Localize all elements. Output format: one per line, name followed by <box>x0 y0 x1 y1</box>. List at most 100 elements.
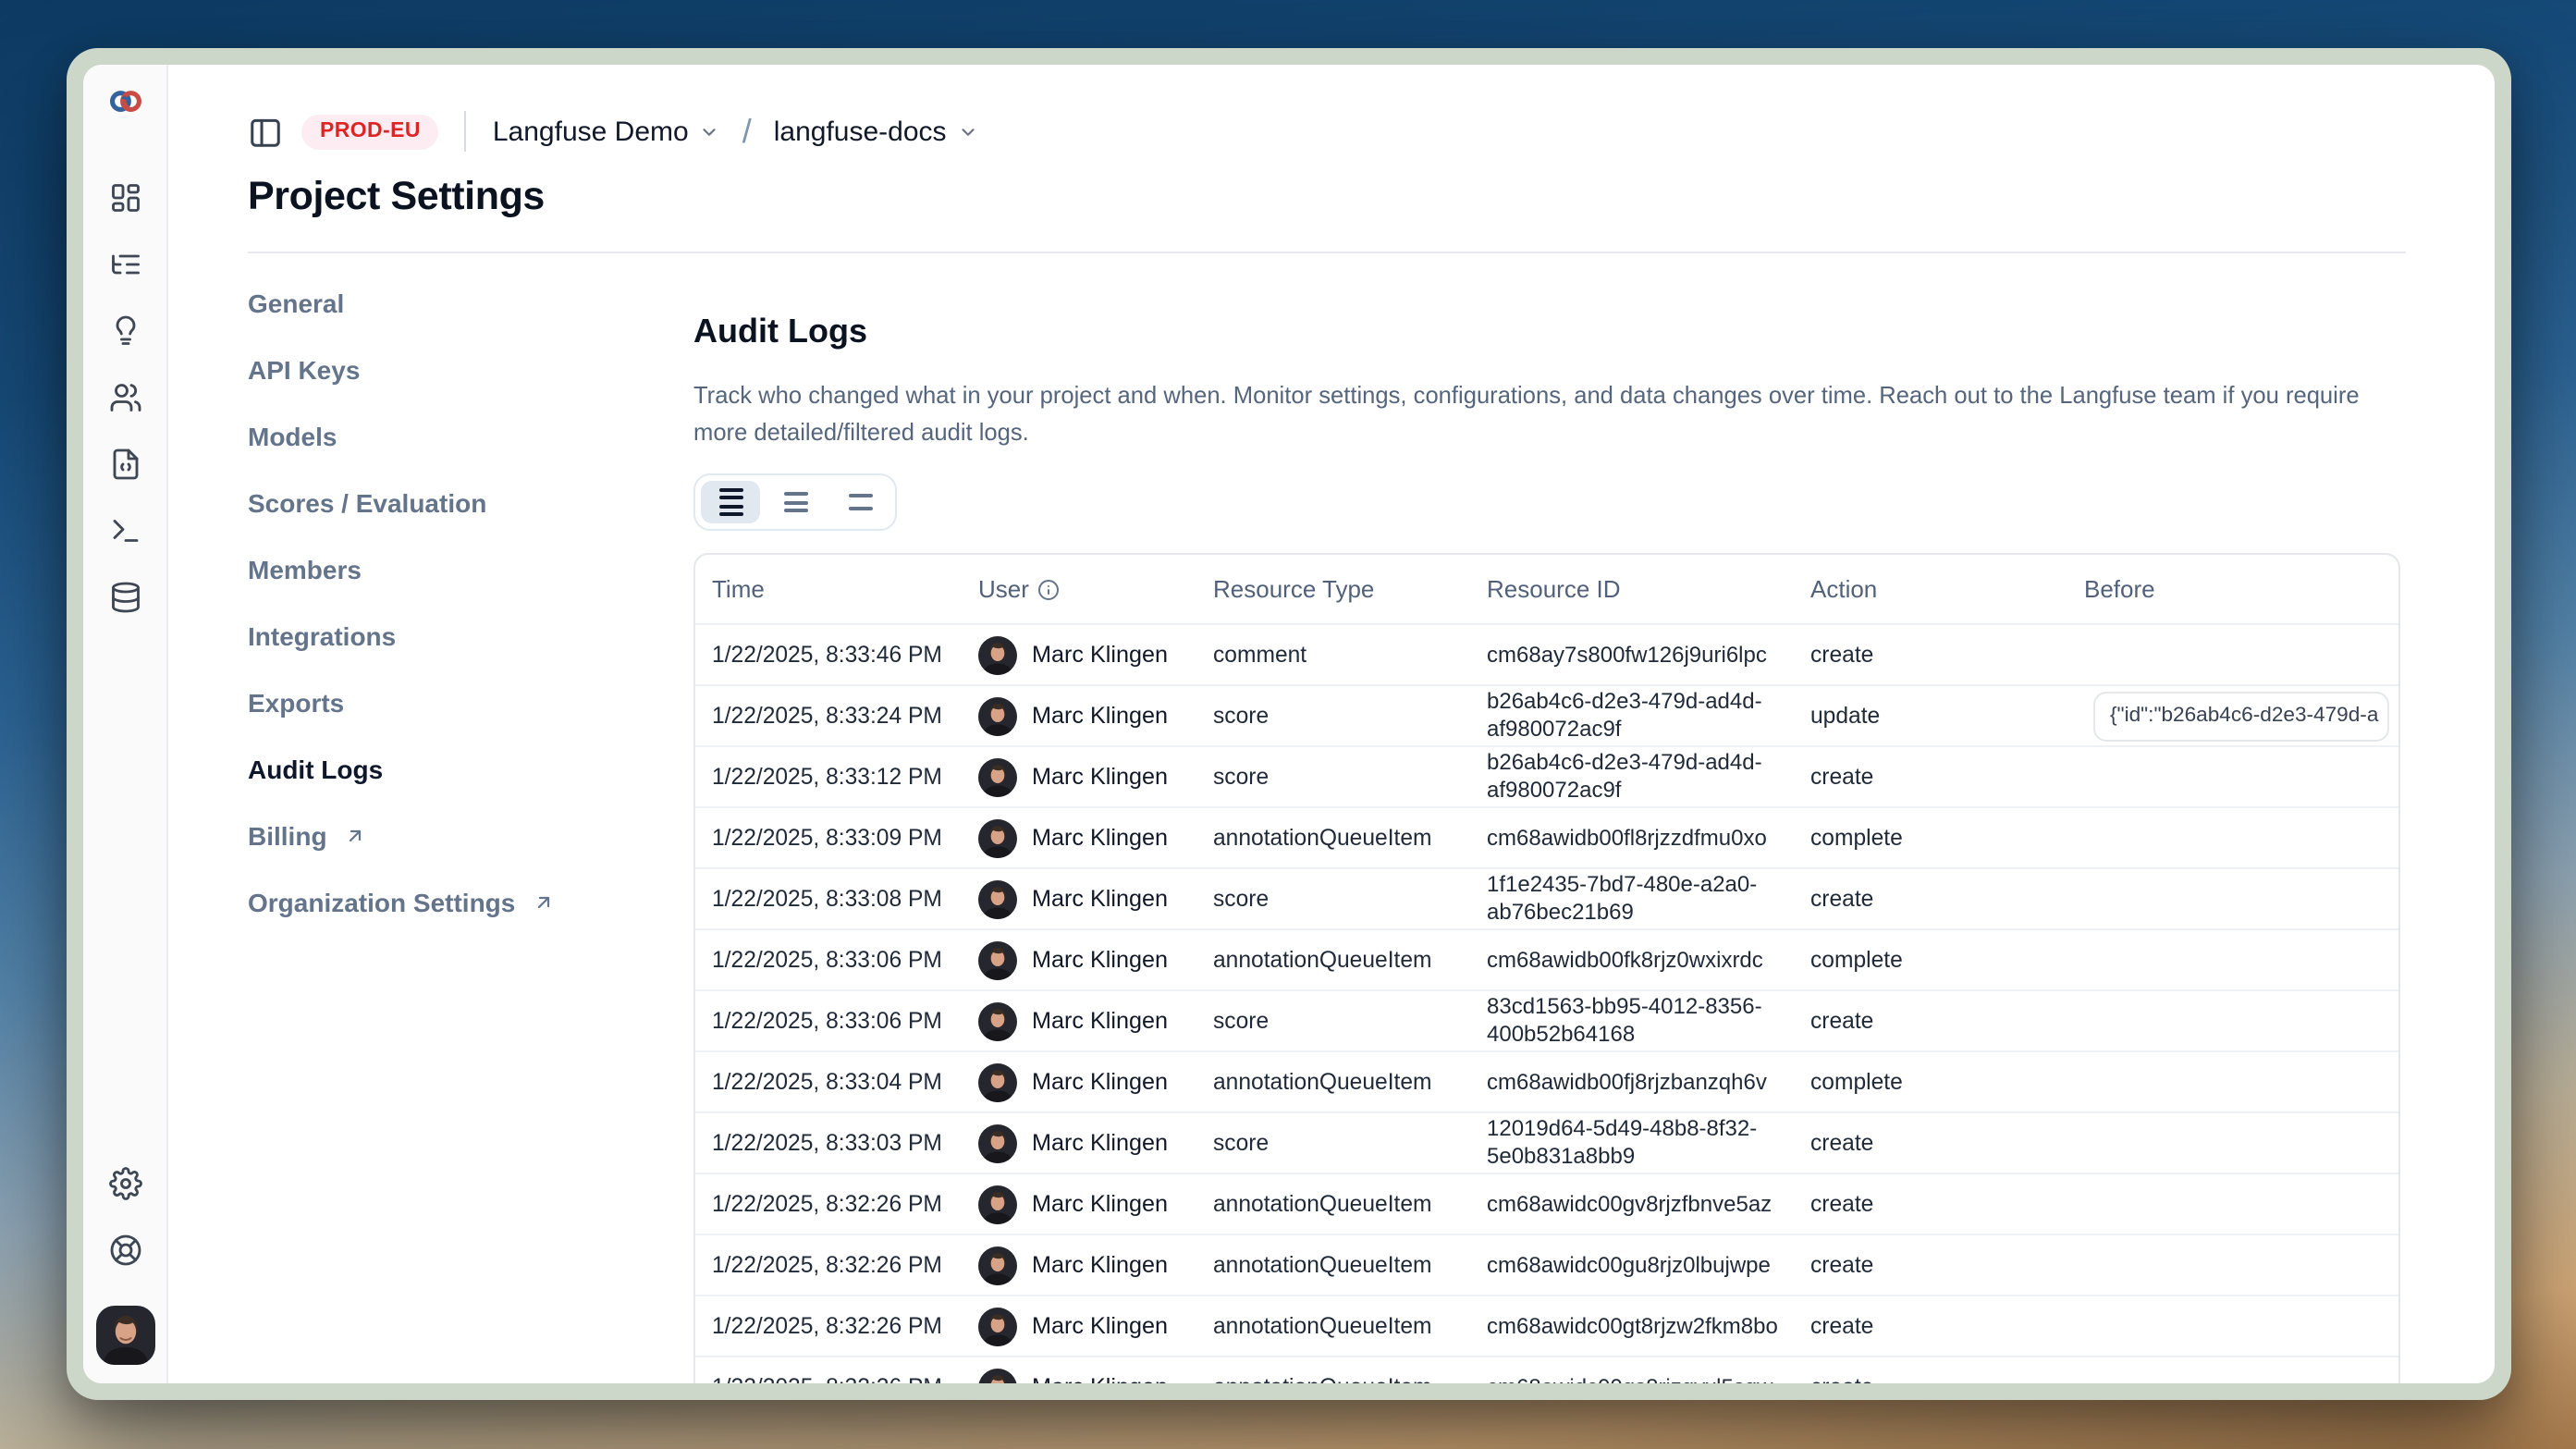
breadcrumb: PROD-EU Langfuse Demo / langfuse-docs <box>248 109 2406 153</box>
cell-action: create <box>1810 1008 1874 1034</box>
cell-user: Marc Klingen <box>962 686 1196 745</box>
cell-time: 1/22/2025, 8:32:26 PM <box>712 1313 942 1339</box>
row-line <box>848 506 872 510</box>
toggle-sidebar-icon[interactable] <box>248 114 283 149</box>
nav-item-billing[interactable]: Billing <box>248 803 693 869</box>
row-height-dense-button[interactable] <box>701 481 760 523</box>
cell-before <box>2067 1174 2398 1234</box>
nav-item-label: Scores / Evaluation <box>248 488 487 518</box>
nav-item-general[interactable]: General <box>248 270 693 337</box>
database-icon[interactable] <box>108 581 141 614</box>
cell-before <box>2067 1357 2398 1383</box>
cell-resource-type: score <box>1213 886 1270 912</box>
table-row[interactable]: 1/22/2025, 8:32:26 PM Marc Klingen annotat… <box>695 1173 2398 1234</box>
user-name: Marc Klingen <box>1032 886 1168 912</box>
cell-time: 1/22/2025, 8:33:06 PM <box>712 1008 942 1034</box>
table-row[interactable]: 1/22/2025, 8:33:24 PM Marc Klingen score b2… <box>695 684 2398 745</box>
cell-action: complete <box>1810 1069 1903 1095</box>
cell-resource-type: score <box>1213 1008 1270 1034</box>
table-row[interactable]: 1/22/2025, 8:33:06 PM Marc Klingen annotat… <box>695 928 2398 989</box>
row-line <box>718 496 742 500</box>
nav-item-scores-evaluation[interactable]: Scores / Evaluation <box>248 470 693 536</box>
table-row[interactable]: 1/22/2025, 8:33:46 PM Marc Klingen comment… <box>695 623 2398 684</box>
cell-before <box>2067 747 2398 806</box>
cell-resource-type: annotationQueueItem <box>1213 1252 1432 1278</box>
user-name: Marc Klingen <box>1032 1130 1168 1156</box>
info-icon[interactable] <box>1038 578 1061 600</box>
cell-resource-id: cm68awidb00fk8rjz0wxixrdc <box>1470 930 1794 989</box>
cell-before <box>2067 991 2398 1050</box>
row-line <box>848 494 872 498</box>
cell-user: Marc Klingen <box>962 1296 1196 1356</box>
user-avatar[interactable] <box>95 1306 154 1365</box>
cell-user: Marc Klingen <box>962 1113 1196 1173</box>
cell-time: 1/22/2025, 8:33:46 PM <box>712 642 942 668</box>
column-header-action: Action <box>1794 575 2067 603</box>
dashboard-icon[interactable] <box>108 181 141 215</box>
org-switcher[interactable]: Langfuse Demo <box>493 116 720 147</box>
cell-time: 1/22/2025, 8:33:04 PM <box>712 1069 942 1095</box>
row-line <box>718 488 742 493</box>
row-height-medium-button[interactable] <box>766 481 825 523</box>
cell-time: 1/22/2025, 8:33:06 PM <box>712 947 942 973</box>
table-row[interactable]: 1/22/2025, 8:33:08 PM Marc Klingen score 1f… <box>695 867 2398 928</box>
before-json-preview[interactable]: {"id":"b26ab4c6-d2e3-479d-a <box>2093 691 2389 741</box>
nav-item-organization-settings[interactable]: Organization Settings <box>248 869 693 936</box>
cell-time: 1/22/2025, 8:33:09 PM <box>712 825 942 851</box>
table-row[interactable]: 1/22/2025, 8:33:06 PM Marc Klingen score 83… <box>695 989 2398 1050</box>
nav-item-models[interactable]: Models <box>248 403 693 470</box>
resource-id-text: 12019d64-5d49-48b8-8f32-5e0b831a8bb9 <box>1487 1115 1758 1169</box>
user-avatar <box>978 696 1017 735</box>
table-row[interactable]: 1/22/2025, 8:32:26 PM Marc Klingen annotat… <box>695 1356 2398 1383</box>
nav-item-label: General <box>248 289 345 318</box>
settings-nav: General API Keys Models Scores / Evaluation… <box>248 253 693 1383</box>
cell-user: Marc Klingen <box>962 747 1196 806</box>
header-divider <box>248 252 2406 253</box>
nav-item-integrations[interactable]: Integrations <box>248 603 693 669</box>
cell-resource-type: annotationQueueItem <box>1213 947 1432 973</box>
user-name: Marc Klingen <box>1032 642 1168 668</box>
settings-gear-icon[interactable] <box>108 1167 141 1200</box>
column-header-resource-type: Resource Type <box>1196 575 1470 603</box>
row-height-tall-button[interactable] <box>830 481 889 523</box>
cell-user: Marc Klingen <box>962 1052 1196 1111</box>
tracing-tree-icon[interactable] <box>108 248 141 281</box>
cell-resource-type: annotationQueueItem <box>1213 1191 1432 1217</box>
cell-resource-type: annotationQueueItem <box>1213 825 1432 851</box>
cell-before <box>2067 1296 2398 1356</box>
resource-id-text: cm68awidc00gu8rjz0lbujwpe <box>1487 1251 1771 1277</box>
terminal-icon[interactable] <box>108 514 141 547</box>
langfuse-logo-icon[interactable] <box>106 87 143 117</box>
table-body: 1/22/2025, 8:33:46 PM Marc Klingen comment… <box>695 623 2398 1383</box>
table-row[interactable]: 1/22/2025, 8:32:26 PM Marc Klingen annotat… <box>695 1234 2398 1295</box>
column-label: Action <box>1810 575 1878 603</box>
table-row[interactable]: 1/22/2025, 8:33:03 PM Marc Klingen score 12… <box>695 1111 2398 1173</box>
nav-item-members[interactable]: Members <box>248 536 693 603</box>
user-avatar <box>978 757 1017 796</box>
column-label: Time <box>712 575 765 603</box>
users-icon[interactable] <box>108 381 141 414</box>
cell-before <box>2067 1052 2398 1111</box>
file-code-icon[interactable] <box>108 448 141 481</box>
cell-resource-id: 1f1e2435-7bd7-480e-a2a0-ab76bec21b69 <box>1470 869 1794 928</box>
lightbulb-icon[interactable] <box>108 314 141 348</box>
nav-item-api-keys[interactable]: API Keys <box>248 337 693 403</box>
cell-user: Marc Klingen <box>962 869 1196 928</box>
table-row[interactable]: 1/22/2025, 8:33:04 PM Marc Klingen annotat… <box>695 1050 2398 1111</box>
column-header-before: Before <box>2067 575 2398 603</box>
cell-resource-type: score <box>1213 764 1270 790</box>
support-lifebuoy-icon[interactable] <box>108 1234 141 1267</box>
cell-time: 1/22/2025, 8:33:12 PM <box>712 764 942 790</box>
nav-item-label: Exports <box>248 688 345 718</box>
nav-item-audit-logs[interactable]: Audit Logs <box>248 736 693 803</box>
row-line <box>718 504 742 509</box>
nav-item-exports[interactable]: Exports <box>248 669 693 736</box>
table-row[interactable]: 1/22/2025, 8:33:09 PM Marc Klingen annotat… <box>695 806 2398 867</box>
resource-id-text: cm68awidb00fj8rjzbanzqh6v <box>1487 1068 1767 1094</box>
user-name: Marc Klingen <box>1032 703 1168 729</box>
project-switcher[interactable]: langfuse-docs <box>774 116 978 147</box>
user-avatar <box>978 818 1017 857</box>
table-row[interactable]: 1/22/2025, 8:32:26 PM Marc Klingen annotat… <box>695 1295 2398 1356</box>
table-row[interactable]: 1/22/2025, 8:33:12 PM Marc Klingen score b2… <box>695 745 2398 806</box>
